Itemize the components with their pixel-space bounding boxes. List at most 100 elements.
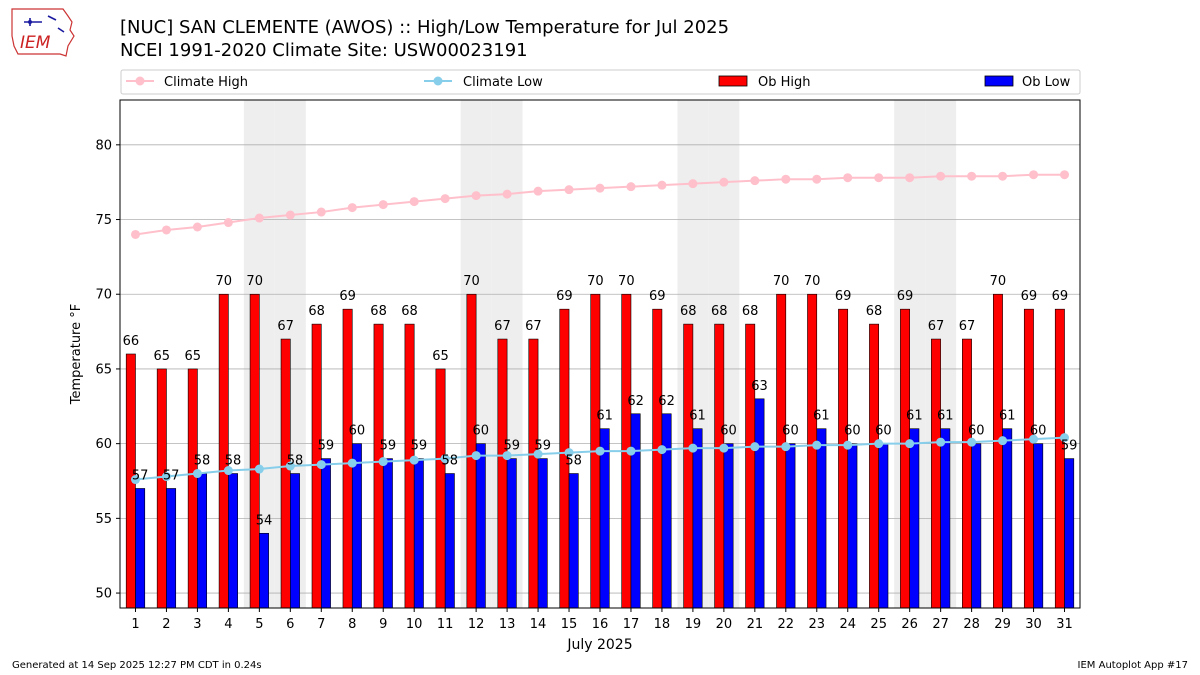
label-ob-low-15: 58 <box>565 454 582 469</box>
y-tick-label-50: 50 <box>95 587 112 602</box>
x-tick-label-14: 14 <box>530 617 547 632</box>
climate-high-point-11 <box>440 194 450 204</box>
label-ob-high-9: 68 <box>370 304 387 319</box>
x-tick-label-19: 19 <box>685 617 702 632</box>
climate-high-point-6 <box>285 210 295 220</box>
x-tick-label-4: 4 <box>224 617 232 632</box>
climate-low-point-17 <box>626 446 636 456</box>
bar-ob-high-3 <box>187 368 198 609</box>
climate-low-point-2 <box>161 472 171 482</box>
label-ob-low-21: 63 <box>751 379 768 394</box>
bar-ob-high-30 <box>1023 308 1034 609</box>
x-tick-label-13: 13 <box>499 617 516 632</box>
climate-low-point-14 <box>533 449 543 459</box>
climate-high-point-5 <box>254 213 264 223</box>
climate-low-point-8 <box>347 458 357 468</box>
label-ob-high-24: 69 <box>835 289 852 304</box>
climate-low-point-28 <box>967 437 977 447</box>
x-tick-label-26: 26 <box>901 617 918 632</box>
label-ob-low-20: 60 <box>720 424 737 439</box>
x-tick-label-6: 6 <box>286 617 294 632</box>
label-ob-low-28: 60 <box>968 424 985 439</box>
x-tick-label-17: 17 <box>623 617 640 632</box>
climate-low-point-21 <box>750 442 760 452</box>
label-ob-low-14: 59 <box>534 439 551 454</box>
legend-item-climate-low: Climate Low <box>424 75 543 90</box>
climate-high-point-25 <box>874 173 884 183</box>
x-tick-label-25: 25 <box>870 617 887 632</box>
label-ob-high-20: 68 <box>711 304 728 319</box>
climate-high-point-14 <box>533 186 543 196</box>
bar-ob-low-4 <box>228 473 238 609</box>
iem-logo: IEM <box>11 8 75 57</box>
legend-label-climate-high: Climate High <box>164 75 248 90</box>
label-ob-high-8: 69 <box>339 289 356 304</box>
bar-ob-low-19 <box>692 428 703 609</box>
bar-ob-low-16 <box>599 428 610 609</box>
climate-high-point-12 <box>471 191 481 201</box>
climate-high-point-20 <box>719 177 729 187</box>
bar-ob-low-6 <box>290 473 300 609</box>
label-ob-high-25: 68 <box>866 304 883 319</box>
bar-ob-low-21 <box>754 398 765 609</box>
climate-high-point-26 <box>905 173 915 183</box>
bar-ob-high-13 <box>497 338 508 609</box>
label-ob-low-7: 59 <box>318 439 335 454</box>
x-tick-label-11: 11 <box>437 617 454 632</box>
bar-ob-low-22 <box>785 443 796 609</box>
bar-ob-high-2 <box>156 368 167 609</box>
bar-ob-low-24 <box>847 443 858 609</box>
climate-high-point-3 <box>192 222 202 232</box>
legend-item-climate-high: Climate High <box>126 75 248 90</box>
legend-item-ob-high: Ob High <box>718 75 811 90</box>
climate-low-point-7 <box>316 460 326 470</box>
climate-low-point-20 <box>719 443 729 453</box>
bar-ob-low-5 <box>259 532 269 609</box>
climate-high-point-18 <box>657 180 667 190</box>
bar-ob-low-30 <box>1033 443 1044 609</box>
legend-frame <box>120 69 1081 95</box>
climate-low-point-23 <box>812 440 822 450</box>
label-ob-low-30: 60 <box>1030 424 1047 439</box>
label-ob-low-25: 60 <box>875 424 892 439</box>
bar-ob-high-18 <box>652 308 663 609</box>
bar-ob-high-28 <box>962 338 972 609</box>
climate-high-point-10 <box>409 197 419 207</box>
label-ob-high-4: 70 <box>215 274 232 289</box>
label-ob-high-28: 67 <box>959 319 976 334</box>
bar-ob-high-19 <box>683 323 694 609</box>
label-ob-low-22: 60 <box>782 424 799 439</box>
legend-label-ob-low: Ob Low <box>1022 75 1071 90</box>
bar-ob-high-11 <box>435 368 446 609</box>
climate-high-point-17 <box>626 182 636 192</box>
climate-low-point-31 <box>1060 433 1070 443</box>
climate-low-point-3 <box>192 469 202 479</box>
legend-item-ob-low: Ob Low <box>984 75 1071 90</box>
label-ob-high-10: 68 <box>401 304 418 319</box>
climate-high-point-9 <box>378 200 388 210</box>
bars <box>125 293 1075 609</box>
x-tick-label-21: 21 <box>747 617 764 632</box>
climate-low-point-10 <box>409 455 419 465</box>
bar-ob-low-9 <box>382 458 393 609</box>
bar-ob-high-26 <box>900 308 910 609</box>
bar-ob-low-12 <box>475 443 486 609</box>
climate-low-point-27 <box>936 437 946 447</box>
bar-ob-low-8 <box>351 443 362 609</box>
x-tick-label-28: 28 <box>963 617 980 632</box>
bar-ob-high-24 <box>838 308 849 609</box>
x-tick-label-22: 22 <box>778 617 795 632</box>
bar-ob-low-15 <box>568 473 579 609</box>
y-axis-label: Temperature °F <box>69 304 84 405</box>
label-ob-high-29: 70 <box>990 274 1007 289</box>
x-tick-label-1: 1 <box>131 617 139 632</box>
label-ob-low-3: 58 <box>194 454 211 469</box>
bar-ob-low-3 <box>197 473 208 609</box>
x-tick-label-8: 8 <box>348 617 356 632</box>
climate-high-point-28 <box>967 171 977 181</box>
bar-ob-high-29 <box>992 293 1003 609</box>
y-tick-label-70: 70 <box>95 288 112 303</box>
bar-ob-low-1 <box>135 488 146 609</box>
bar-ob-high-25 <box>869 323 880 609</box>
bar-ob-high-10 <box>404 323 415 609</box>
